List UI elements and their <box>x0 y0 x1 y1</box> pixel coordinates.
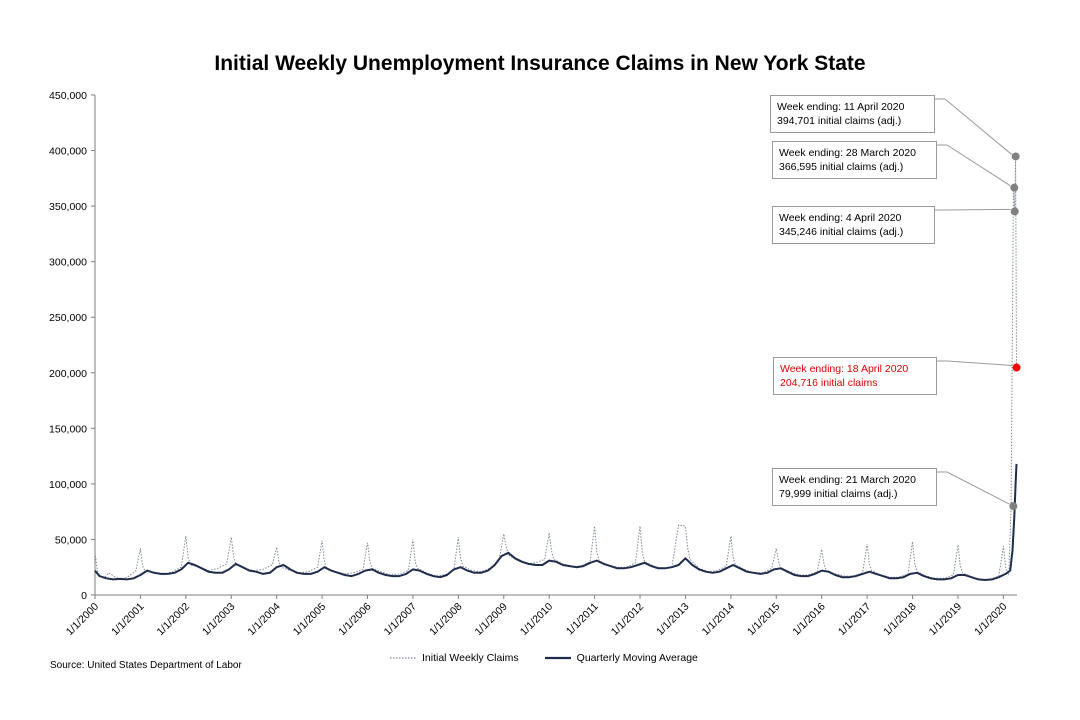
annotation-leader-line <box>935 208 1011 211</box>
annotation-line1: Week ending: 18 April 2020 <box>780 363 909 375</box>
legend-item-weekly: Initial Weekly Claims <box>390 652 519 664</box>
annotation-line1: Week ending: 21 March 2020 <box>779 474 916 486</box>
x-tick-label: 1/1/2014 <box>700 601 737 638</box>
x-tick-label: 1/1/2008 <box>427 601 464 638</box>
x-tick-label: 1/1/2000 <box>64 601 101 638</box>
annotation-leader-line <box>937 360 1013 367</box>
dotted-line-swatch <box>390 657 416 659</box>
annotation-leader-line <box>935 98 1012 155</box>
x-tick-label: 1/1/2016 <box>790 601 827 638</box>
annotation-line2: 345,246 initial claims (adj.) <box>779 226 904 238</box>
highlight-point <box>1012 363 1021 372</box>
annotation-leaders <box>935 98 1013 505</box>
annotation-apr11: Week ending: 11 April 2020 394,701 initi… <box>770 95 935 133</box>
x-axis: 1/1/2000 1/1/2001 1/1/2002 1/1/2003 1/1/2004… <box>64 594 1017 638</box>
y-tick-label: 200,000 <box>49 368 87 380</box>
plot-area <box>94 152 1021 581</box>
y-tick-label: 250,000 <box>49 312 87 324</box>
legend: Initial Weekly Claims Quarterly Moving A… <box>390 652 724 664</box>
annotation-line2: 394,701 initial claims (adj.) <box>777 115 902 127</box>
y-tick-label: 150,000 <box>49 423 87 435</box>
annotation-line2: 204,716 initial claims <box>780 377 878 389</box>
y-tick-label: 100,000 <box>49 479 87 491</box>
annotation-line1: Week ending: 11 April 2020 <box>777 101 905 113</box>
annotation-apr18: Week ending: 18 April 2020 204,716 initi… <box>773 357 937 395</box>
annotation-line2: 79,999 initial claims (adj.) <box>779 488 898 500</box>
legend-label-average: Quarterly Moving Average <box>576 652 698 664</box>
y-tick-label: 50,000 <box>55 534 87 546</box>
x-tick-label: 1/1/2009 <box>473 601 510 638</box>
series-quarterly-moving-average <box>94 463 1018 581</box>
solid-line-swatch <box>544 656 571 660</box>
annotation-line1: Week ending: 4 April 2020 <box>779 212 902 224</box>
x-tick-label: 1/1/2011 <box>564 601 601 638</box>
x-tick-label: 1/1/2005 <box>291 601 328 638</box>
x-tick-label: 1/1/2001 <box>109 601 146 638</box>
legend-label-weekly: Initial Weekly Claims <box>422 652 519 664</box>
source-note: Source: United States Department of Labo… <box>50 660 242 671</box>
annotation-mar28: Week ending: 28 March 2020 366,595 initi… <box>772 141 937 179</box>
x-tick-label: 1/1/2018 <box>881 601 918 638</box>
annotation-line1: Week ending: 28 March 2020 <box>779 147 916 159</box>
annotation-line2: 366,595 initial claims (adj.) <box>779 161 904 173</box>
x-tick-label: 1/1/2015 <box>745 601 782 638</box>
y-tick-label: 400,000 <box>49 146 87 158</box>
legend-item-average: Quarterly Moving Average <box>544 652 698 664</box>
annotation-leader-line <box>937 471 1010 505</box>
x-tick-label: 1/1/2003 <box>200 601 237 638</box>
x-tick-label: 1/1/2013 <box>654 601 691 638</box>
x-tick-label: 1/1/2020 <box>972 601 1009 638</box>
x-tick-label: 1/1/2012 <box>609 601 646 638</box>
y-tick-label: 300,000 <box>49 257 87 269</box>
y-tick-label: 350,000 <box>49 201 87 213</box>
x-tick-label: 1/1/2017 <box>836 601 873 638</box>
y-tick-label: 450,000 <box>49 90 87 102</box>
highlight-point <box>1011 152 1020 161</box>
x-tick-label: 1/1/2019 <box>927 601 964 638</box>
highlight-point <box>1010 207 1019 216</box>
x-tick-label: 1/1/2010 <box>518 601 555 638</box>
annotation-mar21: Week ending: 21 March 2020 79,999 initia… <box>772 468 937 506</box>
annotation-apr4: Week ending: 4 April 2020 345,246 initia… <box>772 206 935 244</box>
x-tick-label: 1/1/2002 <box>155 601 192 638</box>
y-axis: 0 50,000 100,000 150,000 200,000 250,000 300,0… <box>49 90 96 602</box>
highlight-point <box>1010 183 1019 192</box>
highlight-point <box>1009 502 1018 511</box>
y-tick-label: 0 <box>81 590 87 602</box>
chart-title: Initial Weekly Unemployment Insurance Cl… <box>214 52 866 75</box>
x-tick-label: 1/1/2006 <box>336 601 373 638</box>
x-tick-label: 1/1/2004 <box>245 601 282 638</box>
x-tick-label: 1/1/2007 <box>382 601 419 638</box>
annotation-leader-line <box>937 144 1011 187</box>
